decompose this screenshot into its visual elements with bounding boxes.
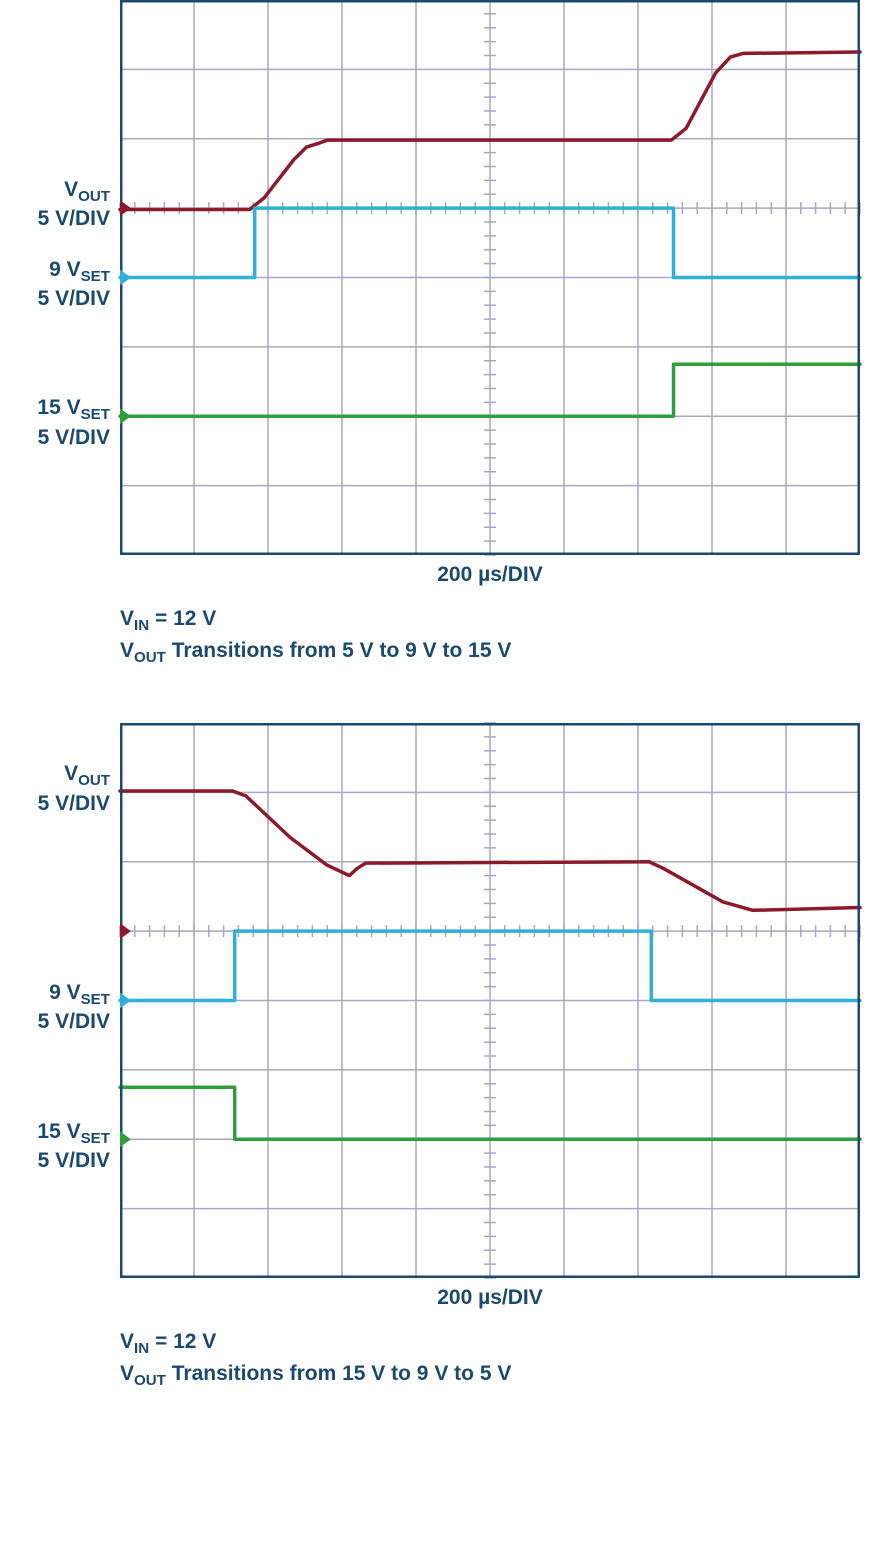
y-axis-label-line: 5 V/DIV bbox=[0, 791, 110, 816]
y-axis-label-line: 15 VSET bbox=[0, 1119, 110, 1148]
scope-caption: VIN = 12 VVOUT Transitions from 15 V to … bbox=[120, 1328, 881, 1391]
y-axis-label: 9 VSET5 V/DIV bbox=[0, 257, 110, 312]
y-axis-label-line: VOUT bbox=[0, 177, 110, 206]
y-axis-label: 9 VSET5 V/DIV bbox=[0, 980, 110, 1035]
caption-line: VIN = 12 V bbox=[120, 605, 881, 637]
y-axis-label-line: 5 V/DIV bbox=[0, 1009, 110, 1034]
scope-plot bbox=[120, 0, 860, 555]
y-axis-label-line: 9 VSET bbox=[0, 257, 110, 286]
y-axis-label-line: 5 V/DIV bbox=[0, 206, 110, 231]
x-axis-label: 200 µs/DIV bbox=[120, 563, 860, 587]
caption-line: VOUT Transitions from 5 V to 9 V to 15 V bbox=[120, 637, 881, 669]
caption-line: VIN = 12 V bbox=[120, 1328, 881, 1360]
y-axis-label-line: 5 V/DIV bbox=[0, 286, 110, 311]
scope-caption: VIN = 12 VVOUT Transitions from 5 V to 9… bbox=[120, 605, 881, 668]
y-axis-label: VOUT5 V/DIV bbox=[0, 177, 110, 232]
y-axis-label-line: 15 VSET bbox=[0, 395, 110, 424]
oscilloscope-figure: VOUT5 V/DIV9 VSET5 V/DIV15 VSET5 V/DIV20… bbox=[0, 0, 881, 1391]
x-axis-label: 200 µs/DIV bbox=[120, 1286, 860, 1310]
y-axis-label-line: 9 VSET bbox=[0, 980, 110, 1009]
y-axis-label: 15 VSET5 V/DIV bbox=[0, 395, 110, 450]
y-axis-label: VOUT5 V/DIV bbox=[0, 761, 110, 816]
scope-up: VOUT5 V/DIV9 VSET5 V/DIV15 VSET5 V/DIV20… bbox=[0, 0, 881, 668]
y-axis-label: 15 VSET5 V/DIV bbox=[0, 1119, 110, 1174]
caption-line: VOUT Transitions from 15 V to 9 V to 5 V bbox=[120, 1360, 881, 1392]
scope-down: VOUT5 V/DIV9 VSET5 V/DIV15 VSET5 V/DIV20… bbox=[0, 723, 881, 1391]
y-axis-label-line: 5 V/DIV bbox=[0, 1148, 110, 1173]
y-axis-label-line: 5 V/DIV bbox=[0, 425, 110, 450]
scope-plot bbox=[120, 723, 860, 1278]
y-axis-label-line: VOUT bbox=[0, 761, 110, 790]
